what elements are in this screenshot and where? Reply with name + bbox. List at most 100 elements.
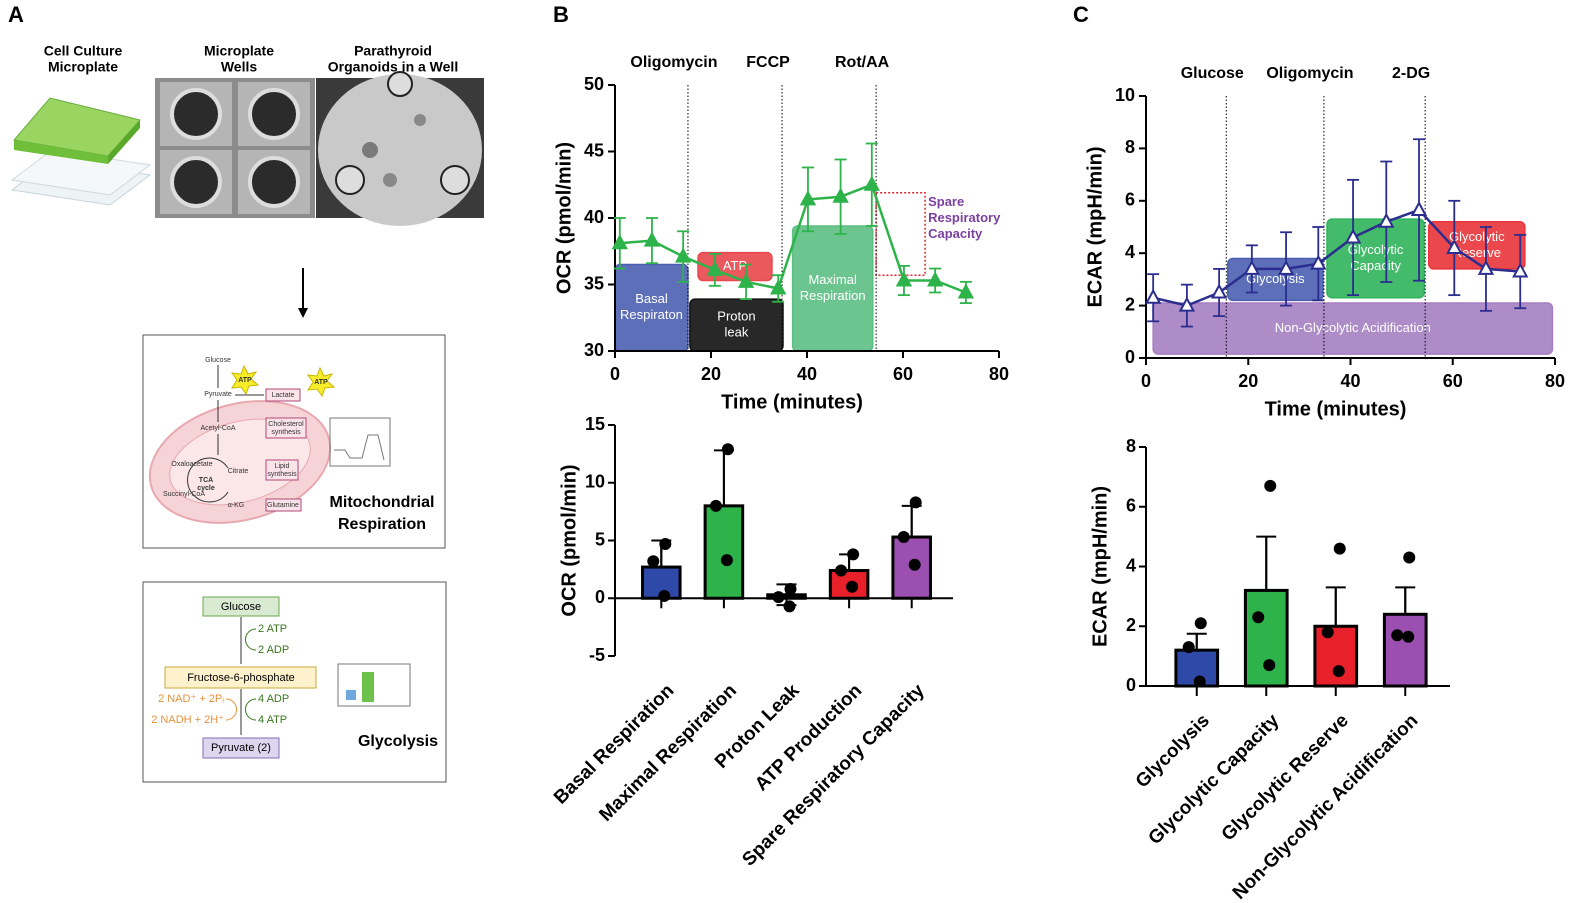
x-tick-label: 0 [610, 364, 620, 384]
box-title: Glycolysis [358, 733, 438, 750]
label: Lipid [275, 463, 290, 470]
y-tick-label: -5 [589, 645, 605, 665]
region-label: Respiration [800, 288, 866, 303]
y-tick-label: 30 [584, 340, 604, 360]
data-point [1391, 629, 1404, 642]
region-label: Respiratory [928, 210, 1001, 225]
data-point [1402, 630, 1415, 643]
label: Pyruvate [204, 391, 232, 398]
marker [737, 272, 755, 288]
data-point [1332, 665, 1345, 678]
bar [1243, 588, 1289, 688]
label: Citrate [228, 468, 249, 475]
label: TCA [199, 477, 213, 484]
photo-labels: Cell Culture Microplate Microplate Wells… [44, 43, 459, 75]
x-tick-label: 40 [1340, 371, 1360, 391]
data-point [897, 531, 910, 544]
marker [1410, 200, 1428, 216]
y-tick-label: 10 [585, 472, 605, 492]
label: 2 ADP [258, 644, 289, 656]
label: synthesis [267, 471, 297, 478]
marker [926, 271, 944, 287]
marker [1310, 254, 1327, 270]
data-point [772, 591, 785, 604]
arrow [298, 268, 308, 318]
y-tick-label: 50 [584, 74, 604, 94]
label: Acetyl-CoA [200, 425, 235, 432]
label: 4 ATP [258, 714, 287, 726]
marker [863, 175, 880, 191]
marker [1243, 259, 1261, 275]
y-tick-label: 5 [595, 529, 605, 549]
x-tick-label: 20 [701, 364, 721, 384]
marker [1277, 259, 1295, 275]
y-tick-label: 6 [1126, 496, 1136, 516]
region [1152, 302, 1554, 355]
marker [770, 279, 787, 295]
data-point [647, 555, 660, 568]
marker [1144, 288, 1162, 304]
marker [674, 247, 692, 263]
x-tick-label: 0 [1141, 371, 1151, 391]
organoid-photo [316, 71, 484, 226]
event-label: Oligomycin [1266, 65, 1353, 82]
photo-label: Cell Culture [44, 43, 123, 59]
photo-label: Organoids in a Well [328, 59, 458, 75]
bar [1313, 624, 1359, 688]
panel-label: A [8, 2, 24, 27]
event-label: Rot/AA [835, 54, 890, 71]
box-title: Mitochondrial [330, 494, 435, 511]
data-point [1182, 641, 1195, 654]
region-label: ATP [723, 258, 747, 273]
label: cycle [197, 485, 215, 492]
y-axis-title: ECAR (mpH/min) [1089, 486, 1111, 647]
label: Fructose-6-phosphate [187, 672, 295, 684]
marker [1512, 262, 1529, 278]
y-tick-label: 8 [1125, 137, 1135, 157]
y-tick-label: 10 [1115, 85, 1135, 105]
photo-label: Wells [221, 59, 258, 75]
x-tick-label: 60 [1443, 371, 1463, 391]
mito-diagram: Glucose ATP Pyruvate Lactate ATP Acetyl-… [142, 334, 446, 549]
label: ATP [238, 377, 252, 384]
x-tick-label: 40 [797, 364, 817, 384]
region-label: Capacity [928, 226, 983, 241]
region-label: Spare [928, 194, 964, 209]
label: Glutamine [267, 502, 299, 509]
y-tick-label: 0 [595, 587, 605, 607]
data-point [659, 537, 672, 550]
data-point [1333, 542, 1346, 555]
marker [643, 231, 661, 247]
y-axis-title: OCR (pmol/min) [553, 142, 575, 294]
label: synthesis [271, 429, 301, 436]
data-point [720, 554, 733, 567]
photo-label: Microplate [204, 43, 274, 59]
label: α-KG [228, 502, 245, 509]
data-point [1194, 617, 1207, 630]
wells-photo [155, 78, 315, 218]
x-axis-title: Time (minutes) [1265, 398, 1407, 420]
region-label: Proton [717, 309, 755, 324]
x-axis-title: Time (minutes) [721, 391, 863, 413]
y-tick-label: 4 [1125, 242, 1135, 262]
region-label: Basal [635, 291, 668, 306]
region-label: Glycolytic [1449, 229, 1505, 244]
bar [703, 504, 745, 600]
label: Glucose [205, 357, 231, 364]
y-axis-title: ECAR (mpH/min) [1084, 146, 1106, 307]
data-point [784, 583, 797, 596]
marker [1210, 283, 1228, 299]
data-point [846, 580, 859, 593]
marker [1378, 212, 1395, 228]
y-tick-label: 0 [1126, 675, 1136, 695]
label: 2 NADH + 2H⁺ [151, 714, 224, 726]
label: Cholesterol [268, 421, 304, 428]
data-point [1403, 551, 1416, 564]
marker [611, 234, 628, 250]
event-label: Glucose [1181, 65, 1244, 82]
label: Succinyl-CoA [163, 491, 205, 498]
label: 4 ADP [258, 693, 289, 705]
photo-label: Parathyroid [354, 43, 432, 59]
marker [957, 283, 975, 299]
